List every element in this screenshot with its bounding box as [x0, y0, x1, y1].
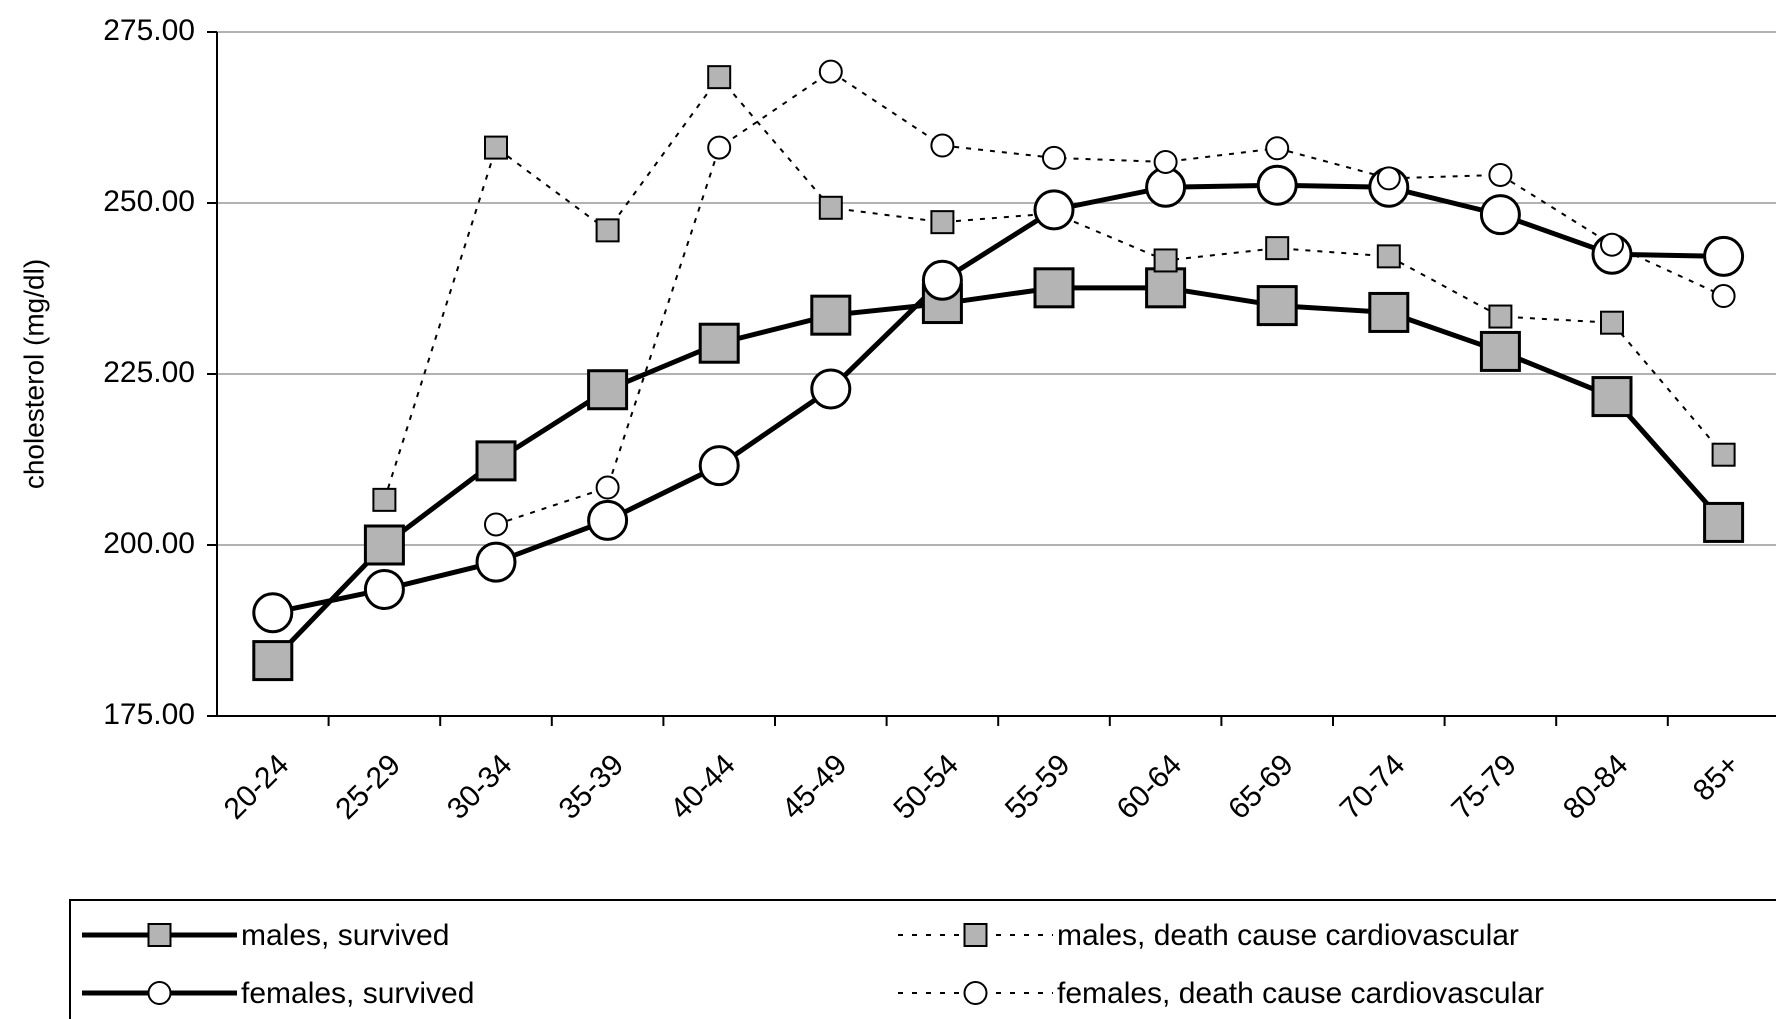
point	[1153, 149, 1178, 174]
point	[1265, 236, 1290, 261]
point	[1711, 442, 1736, 467]
point	[698, 445, 740, 487]
y-tick-label: 275.00	[103, 14, 195, 47]
legend-label: females, survived	[241, 977, 474, 1010]
x-tick-label: 20-24	[218, 748, 296, 826]
point	[1153, 248, 1178, 273]
point	[484, 512, 508, 537]
point	[1591, 376, 1633, 418]
legend-marker	[963, 923, 988, 947]
point	[1145, 267, 1187, 309]
point	[1033, 267, 1075, 309]
x-tick-label: 50-54	[887, 748, 965, 826]
x-tick-label: 60-64	[1111, 748, 1189, 826]
legend-label: males, death cause cardiovascular	[1057, 919, 1519, 952]
x-tick-label: 40-44	[664, 748, 742, 826]
point	[1376, 244, 1401, 269]
x-tick-label: 85+	[1687, 748, 1746, 807]
point	[372, 487, 397, 512]
legend-marker	[147, 981, 172, 1005]
point	[484, 135, 508, 160]
point	[810, 368, 852, 410]
point	[818, 195, 843, 220]
series-line	[495, 70, 1725, 526]
y-tick-label: 175.00	[103, 698, 195, 731]
point	[930, 133, 955, 158]
legend-marker	[963, 981, 988, 1005]
point	[1488, 304, 1513, 329]
point	[587, 499, 629, 541]
point	[1256, 285, 1298, 327]
point	[1703, 235, 1745, 277]
point	[921, 259, 963, 301]
x-tick-label: 75-79	[1445, 748, 1523, 826]
point	[707, 135, 732, 160]
point	[810, 294, 852, 336]
y-tick-label: 200.00	[103, 527, 195, 560]
point	[930, 210, 955, 235]
point	[475, 440, 517, 482]
point	[1368, 291, 1410, 333]
point	[1042, 145, 1066, 170]
point	[1376, 166, 1401, 191]
point	[1711, 284, 1736, 309]
y-tick-label: 250.00	[103, 185, 195, 218]
point	[707, 65, 732, 90]
point	[1256, 164, 1298, 206]
y-axis-title: cholesterol (mg/dl)	[18, 259, 49, 489]
point	[595, 475, 620, 500]
legend-box	[69, 899, 1776, 1019]
point	[475, 541, 517, 583]
point	[595, 218, 620, 243]
legend-marker	[147, 923, 172, 947]
point	[1479, 330, 1521, 372]
x-tick-label: 65-69	[1222, 748, 1300, 826]
point	[252, 640, 294, 682]
x-tick-label: 70-74	[1334, 748, 1412, 826]
legend-label: males, survived	[241, 919, 449, 952]
point	[363, 568, 405, 610]
x-tick-label: 55-59	[999, 748, 1077, 826]
x-tick-label: 45-49	[776, 748, 854, 826]
point	[1479, 194, 1521, 236]
legend-label: females, death cause cardiovascular	[1057, 977, 1544, 1010]
point	[1600, 310, 1624, 335]
x-tick-label: 35-39	[553, 748, 631, 826]
point	[252, 592, 294, 634]
y-tick-label: 225.00	[103, 356, 195, 389]
point	[818, 59, 843, 84]
x-tick-label: 30-34	[441, 748, 519, 826]
point	[698, 322, 740, 364]
x-tick-label: 80-84	[1557, 748, 1635, 826]
point	[1488, 162, 1513, 187]
point	[1145, 166, 1187, 208]
x-tick-label: 25-29	[329, 748, 407, 826]
point	[363, 524, 405, 566]
point	[1600, 232, 1624, 257]
point	[1033, 189, 1075, 231]
point	[1703, 501, 1745, 543]
point	[1265, 136, 1290, 161]
point	[587, 369, 629, 411]
